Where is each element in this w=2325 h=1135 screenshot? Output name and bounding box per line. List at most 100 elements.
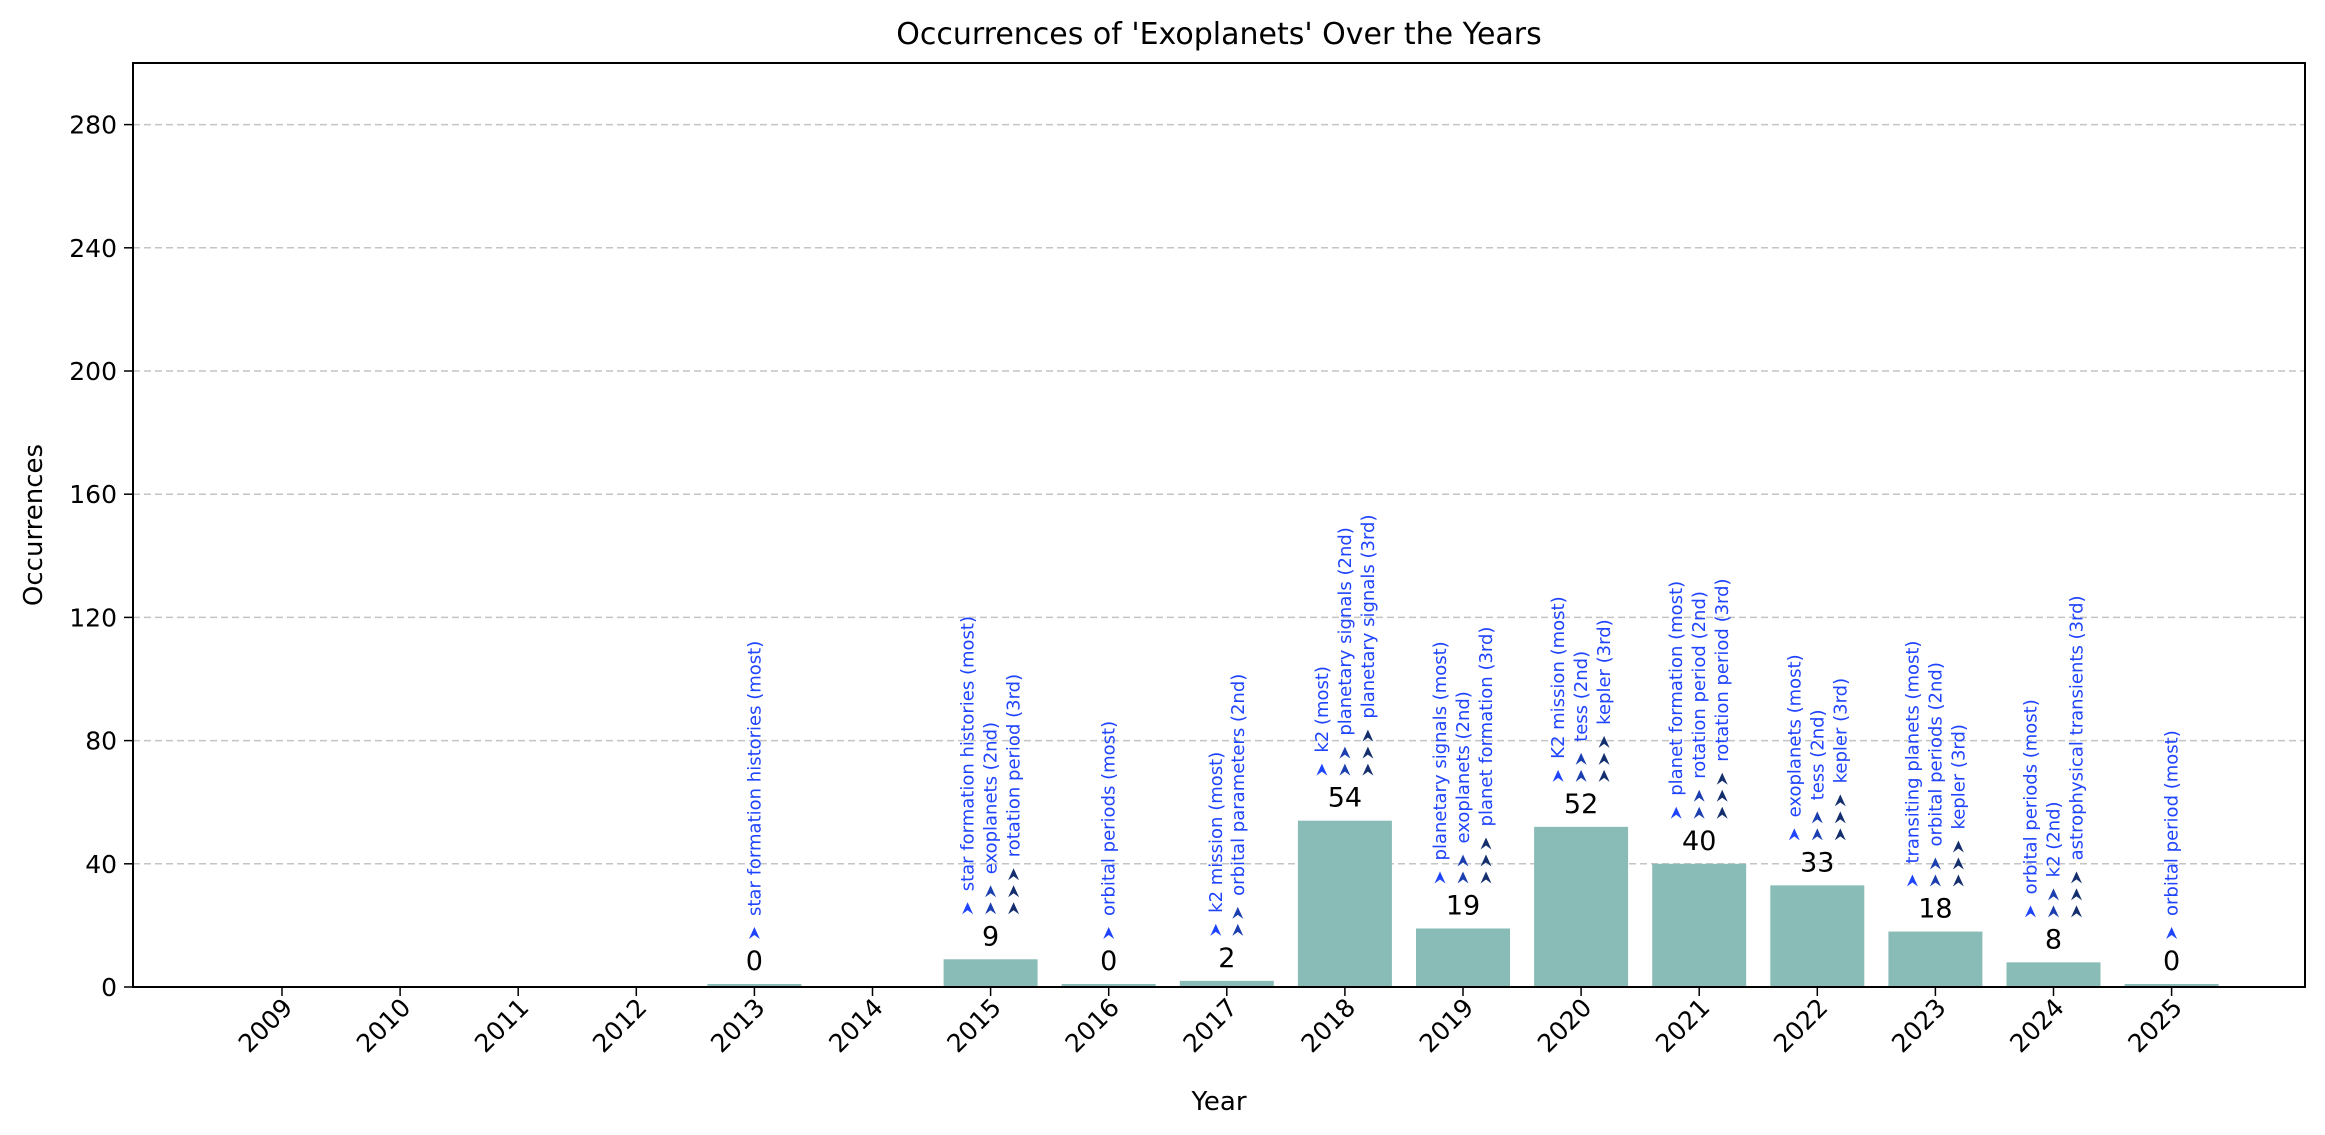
- bar: [1534, 826, 1629, 987]
- value-labels: 0 9 0 2 54 19 52 40 33 18 8 0: [746, 783, 2180, 977]
- annotation-arrow: [1716, 772, 1728, 785]
- bar: [1179, 980, 1274, 987]
- annotation-arrow: [2071, 888, 2082, 901]
- bar: [1888, 931, 1983, 987]
- annotation-arrow: [1575, 752, 1587, 765]
- y-tick-label: 280: [69, 111, 117, 140]
- bar: [1416, 928, 1510, 987]
- annotation-arrow: [1552, 769, 1564, 782]
- annotation-arrow: [1480, 871, 1492, 884]
- annotation-arrow: [1670, 806, 1682, 819]
- annotations: star formation histories (most) star form…: [744, 515, 2183, 939]
- annotation-arrow: [2166, 927, 2178, 939]
- value-label: 52: [1564, 789, 1598, 820]
- value-label: 54: [1328, 783, 1362, 814]
- annotation-arrow: [1480, 837, 1492, 850]
- bar: [2124, 984, 2219, 987]
- annotation-label: kepler (3rd): [1948, 724, 1969, 830]
- annotation-arrow: [1362, 763, 1374, 776]
- plot-frame: [132, 62, 2306, 988]
- value-label: 40: [1682, 826, 1716, 857]
- annotation-arrow: [1457, 854, 1469, 867]
- y-tick-label: 0: [101, 973, 117, 1002]
- annotation-arrow: [1008, 902, 1020, 915]
- annotation-label: star formation histories (most): [744, 641, 765, 916]
- annotation-label: transiting planets (most): [1902, 641, 1923, 864]
- annotation-arrow: [1834, 794, 1846, 807]
- annotation-arrow: [1834, 811, 1846, 824]
- annotation-arrow: [1716, 789, 1728, 802]
- value-label: 18: [1918, 894, 1952, 925]
- annotation-label: orbital periods (most): [1099, 721, 1120, 916]
- annotation-arrow: [1210, 923, 1222, 936]
- annotation-arrow: [1232, 906, 1244, 919]
- y-tick-label: 160: [69, 480, 117, 509]
- annotation-arrow: [2025, 905, 2036, 918]
- bar: [1297, 820, 1392, 987]
- annotation-arrow: [2071, 905, 2082, 918]
- annotation-label: rotation period (3rd): [1712, 578, 1733, 761]
- annotation-arrow: [748, 927, 760, 939]
- bars: [707, 820, 2219, 987]
- annotation-label: planet formation (most): [1666, 581, 1687, 796]
- annotation-label: kepler (3rd): [1594, 619, 1615, 725]
- annotation-arrow: [1952, 857, 1964, 870]
- annotation-arrow: [1929, 857, 1941, 870]
- annotation-label: planetary signals (most): [1430, 641, 1451, 860]
- annotation-arrow: [1339, 763, 1351, 776]
- annotation-arrow: [1598, 752, 1610, 765]
- value-label: 0: [2163, 946, 2180, 977]
- bar: [1652, 863, 1747, 987]
- y-axis-label: Occurrences: [19, 444, 49, 606]
- annotation-arrow: [962, 902, 974, 915]
- value-label: 9: [982, 921, 999, 952]
- value-label: 2: [1218, 943, 1235, 974]
- value-label: 0: [1100, 946, 1117, 977]
- value-label: 8: [2045, 924, 2062, 955]
- bar: [2006, 962, 2101, 987]
- annotation-arrow: [1811, 828, 1823, 841]
- annotation-label: planetary signals (3rd): [1358, 515, 1379, 719]
- y-tick-label: 80: [85, 727, 117, 756]
- annotation-arrow: [1362, 729, 1374, 742]
- y-tick-label: 40: [85, 850, 117, 879]
- annotation-arrow: [1929, 874, 1941, 887]
- x-axis-label: Year: [1190, 1087, 1246, 1117]
- annotation-arrow: [1362, 746, 1374, 759]
- annotation-label: orbital periods (2nd): [1925, 662, 1946, 846]
- annotation-arrow: [1952, 840, 1964, 853]
- annotation-arrow: [1103, 927, 1115, 939]
- annotation-arrow: [1952, 874, 1964, 887]
- annotation-arrow: [1788, 828, 1800, 841]
- annotation-label: orbital period (most): [2162, 730, 2183, 916]
- annotation-arrow: [1008, 868, 1020, 881]
- value-label: 0: [746, 946, 763, 977]
- annotation-arrow: [1457, 871, 1469, 884]
- annotation-arrow: [1716, 806, 1728, 819]
- annotation-arrow: [1693, 806, 1705, 819]
- annotation-arrow: [1598, 735, 1610, 748]
- annotation-label: k2 (most): [1312, 666, 1333, 753]
- annotation-label: astrophysical transients (3rd): [2067, 595, 2088, 860]
- annotation-arrow: [985, 885, 997, 898]
- annotation-arrow: [1598, 769, 1610, 782]
- grid-lines: [133, 123, 2305, 865]
- annotation-label: kepler (3rd): [1830, 678, 1851, 784]
- value-label: 33: [1800, 847, 1834, 878]
- annotation-label: exoplanets (2nd): [1453, 691, 1474, 843]
- annotation-arrow: [1906, 874, 1918, 887]
- annotation-label: k2 (2nd): [2044, 801, 2065, 877]
- annotation-arrow: [1480, 854, 1492, 867]
- annotation-label: k2 mission (most): [1206, 752, 1227, 913]
- bar: [707, 984, 802, 987]
- y-tick-label: 200: [69, 357, 117, 386]
- annotation-label: planet formation (3rd): [1476, 627, 1497, 827]
- annotation-arrow: [1316, 763, 1328, 776]
- annotation-arrow: [1693, 789, 1705, 802]
- annotation-label: star formation histories (most): [958, 616, 979, 891]
- annotation-arrow: [985, 902, 997, 915]
- annotation-arrow: [2048, 905, 2059, 918]
- bar: [1061, 984, 1156, 987]
- bar: [943, 959, 1038, 987]
